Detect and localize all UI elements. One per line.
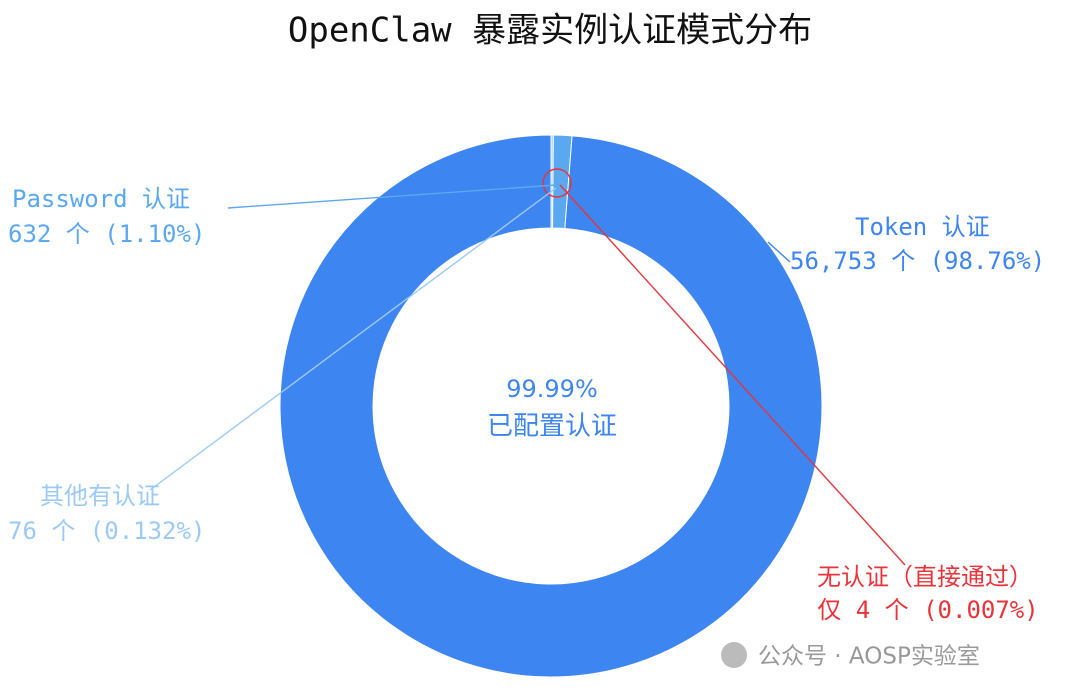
leader-line: [559, 184, 906, 566]
legend-label: Password 认证: [12, 185, 190, 213]
value-label: 56,753 个 (98.76%): [790, 247, 1045, 275]
center-caption: 已配置认证: [487, 412, 617, 442]
legend-label: 无认证（直接通过）: [817, 563, 1033, 591]
legend-label: 其他有认证: [40, 482, 160, 510]
leader-line: [149, 187, 557, 491]
watermark-icon: [721, 642, 747, 668]
donut: [279, 134, 823, 678]
watermark: 公众号 · AOSP实验室: [758, 644, 980, 670]
watermark-group: 公众号 · AOSP实验室: [721, 642, 980, 670]
value-label: 76 个 (0.132%): [8, 517, 205, 545]
value-label: 仅 4 个 (0.007%): [817, 596, 1038, 624]
leader-line: [227, 184, 557, 209]
highlight-circle: [542, 168, 572, 198]
chart-title: OpenClaw 暴露实例认证模式分布: [288, 11, 812, 51]
slice: [279, 134, 823, 678]
legend-label: Token 认证: [855, 213, 990, 241]
center-value: 99.99%: [506, 375, 598, 403]
leader-line: [767, 241, 791, 263]
leader-lines: [149, 168, 906, 566]
value-label: 632 个 (1.10%): [8, 220, 205, 248]
